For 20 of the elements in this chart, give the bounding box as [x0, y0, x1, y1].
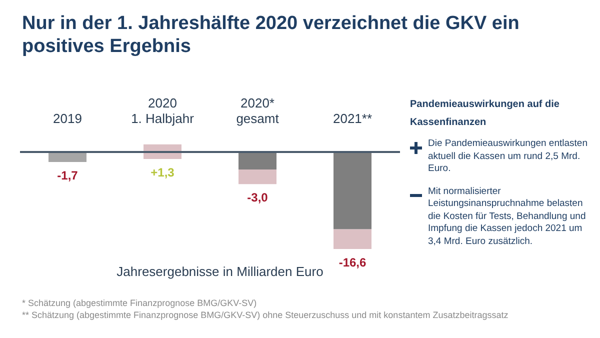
- total-label: -16,6: [338, 255, 366, 270]
- text: Mit normalisierter Leistungsinanspruchnahme belasten die Kosten für Tests, Behandlung und Impfung die Kassen jedoch 2021 um 3,4 Mrd. Euro zusätzlich.: [428, 186, 587, 248]
- data-label: +1,3: [150, 165, 175, 180]
- x-tick-label: 2020 1. Halbjahr: [131, 95, 195, 126]
- bar: [238, 170, 276, 184]
- text: Pandemieauswirkungen auf die Kassenfinanzen: [410, 98, 560, 130]
- bar: [48, 152, 86, 162]
- chart-title: Nur in der 1. Jahreshälfte 2020 verzeichnet die GKV ein positives Ergebnis: [22, 12, 520, 58]
- data-label: -3,0: [247, 190, 268, 204]
- text: * Schätzung (abgestimmte Finanzprognose BMG/GKV-SV): [22, 297, 258, 309]
- x-tick-label: 2021**: [332, 110, 372, 126]
- bar: [334, 152, 372, 230]
- x-tick-label: 2019: [53, 110, 82, 126]
- data-label: -1,7: [57, 168, 78, 182]
- text: Die Pandemieauswirkungen entlasten aktuell die Kassen um rund 2,5 Mrd. Euro.: [428, 138, 588, 176]
- bar: [334, 229, 372, 249]
- text: ** Schätzung (abgestimmte Finanzprognose BMG/GKV-SV) ohne Steuerzuschuss und mit konstantem Zusatzbeitragssatz: [22, 309, 508, 321]
- x-tick-label: 2020* gesamt: [236, 95, 280, 126]
- x-axis-title: Jahresergebnisse in Milliarden Euro: [116, 264, 324, 279]
- bar: [238, 152, 276, 170]
